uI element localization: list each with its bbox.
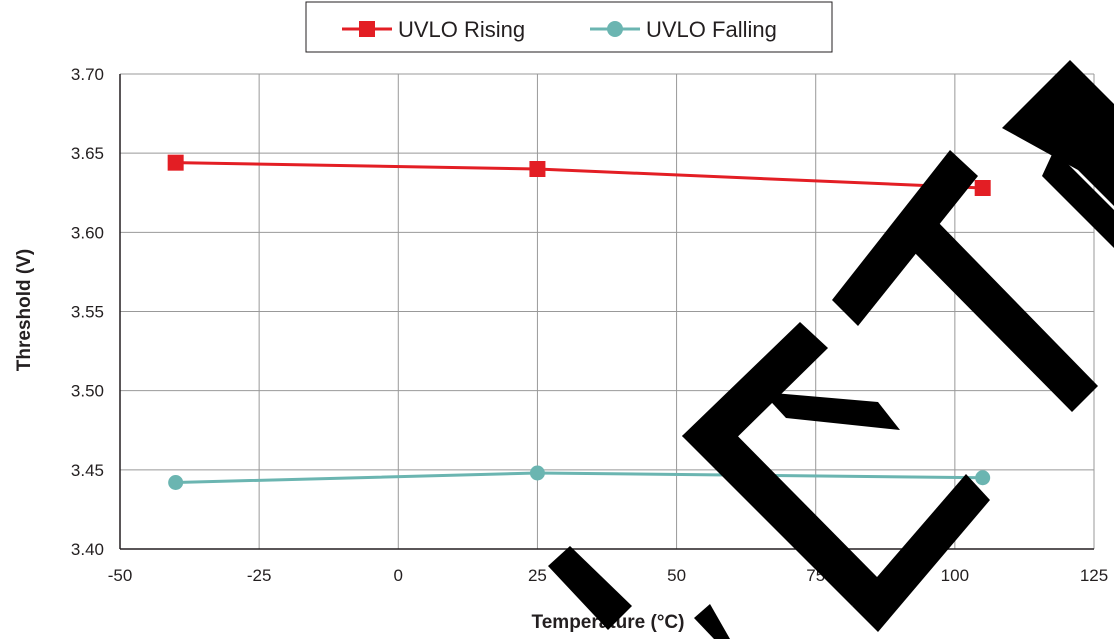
series-line-uvlo-falling <box>175 471 983 484</box>
watermark <box>548 60 1114 639</box>
watermark-stroke-t-stem <box>908 220 1098 412</box>
y-tick-label: 3.60 <box>71 223 104 242</box>
series-line-uvlo-rising <box>175 161 983 190</box>
watermark-stroke-l-foot <box>694 604 730 639</box>
watermark-stroke-e-spine <box>682 410 880 606</box>
y-tick-label: 3.50 <box>71 382 104 401</box>
x-tick-label: 100 <box>941 566 969 585</box>
legend-marker-uvlo-rising <box>359 21 375 37</box>
x-tick-label: 0 <box>394 566 403 585</box>
legend-box <box>305 1 833 53</box>
watermark-stroke-c <box>1002 60 1114 206</box>
y-tick-label: 3.45 <box>71 461 104 480</box>
y-tick-label: 3.55 <box>71 303 104 322</box>
y-tick-label: 3.70 <box>71 65 104 84</box>
x-tick-label: -25 <box>247 566 272 585</box>
data-point-uvlo-falling <box>168 475 184 490</box>
data-series <box>167 154 991 490</box>
watermark-stroke-e <box>1042 150 1114 248</box>
y-tick-label: 3.65 <box>71 144 104 163</box>
data-point-uvlo-falling <box>529 465 545 481</box>
y-tick-label: 3.40 <box>71 540 104 559</box>
watermark-stroke-l <box>548 546 632 630</box>
watermark-stroke-e-lower <box>852 474 990 632</box>
y-axis-title: Threshold (V) <box>14 249 35 371</box>
x-tick-label: 25 <box>528 566 547 585</box>
x-tick-label: 50 <box>667 566 686 585</box>
data-point-uvlo-rising <box>974 180 991 196</box>
data-point-uvlo-falling <box>975 470 991 486</box>
watermark-stroke-e-middle <box>762 392 900 430</box>
x-tick-label: 125 <box>1080 566 1108 585</box>
watermark-stroke-t-bar <box>832 150 978 326</box>
legend-label-uvlo-falling: UVLO Falling <box>646 17 777 42</box>
x-tick-label: -50 <box>108 566 133 585</box>
legend-label-uvlo-rising: UVLO Rising <box>398 17 525 42</box>
legend-marker-uvlo-falling <box>607 21 623 37</box>
data-point-uvlo-rising <box>529 161 546 177</box>
legend: UVLO Rising UVLO Falling <box>305 1 833 53</box>
data-point-uvlo-rising <box>167 154 184 171</box>
